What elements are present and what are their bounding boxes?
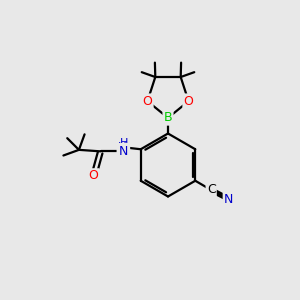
Text: O: O bbox=[184, 95, 194, 108]
Text: C: C bbox=[207, 183, 216, 196]
Text: H: H bbox=[118, 141, 127, 154]
Text: N: N bbox=[224, 193, 233, 206]
Text: B: B bbox=[164, 111, 172, 124]
Text: O: O bbox=[89, 169, 99, 182]
Text: N: N bbox=[119, 145, 128, 158]
Text: H: H bbox=[119, 138, 128, 148]
Text: O: O bbox=[142, 95, 152, 108]
